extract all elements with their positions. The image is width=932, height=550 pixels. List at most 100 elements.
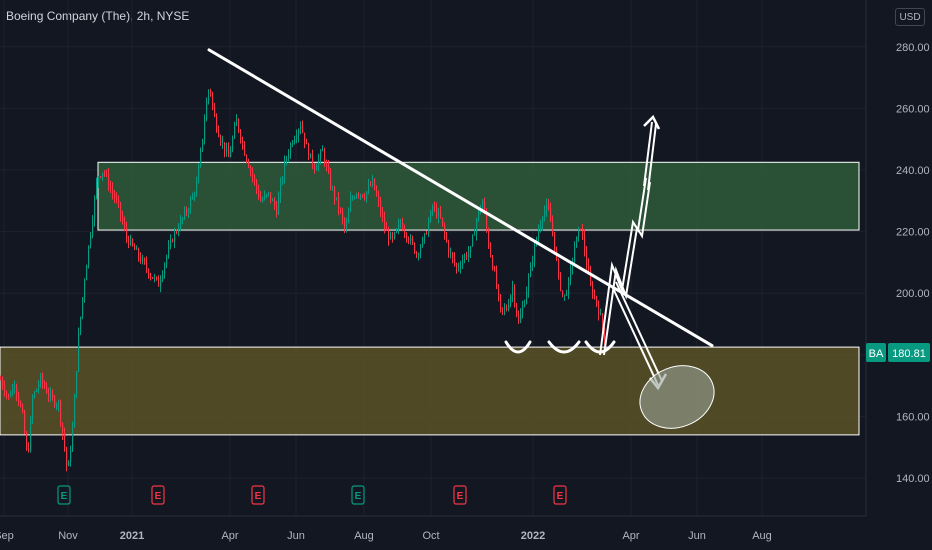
earnings-marker[interactable]: E	[553, 485, 567, 505]
y-tick-label: 200.00	[896, 288, 930, 300]
candle-body	[278, 196, 280, 215]
candle-body	[8, 394, 10, 397]
candle-body	[128, 238, 130, 245]
candle-body	[160, 280, 162, 287]
candle-body	[454, 257, 456, 264]
candle-body	[110, 186, 112, 189]
candle-body	[494, 268, 496, 271]
candle-body	[528, 276, 530, 292]
candle-body	[430, 210, 432, 222]
candle-body	[80, 316, 82, 334]
candle-body	[422, 238, 424, 247]
x-tick-label: Apr	[622, 530, 639, 542]
y-tick-label: 240.00	[896, 165, 930, 177]
candle-body	[566, 294, 568, 296]
candle-body	[478, 210, 480, 220]
candle-body	[400, 222, 402, 224]
x-tick-label: 2021	[120, 530, 144, 542]
candle-body	[38, 384, 40, 390]
candle-body	[416, 252, 418, 255]
candle-body	[550, 209, 552, 222]
candle-body	[554, 231, 556, 251]
candle-body	[328, 166, 330, 173]
candle-body	[570, 267, 572, 280]
candle-body	[414, 243, 416, 253]
candle-body	[102, 172, 104, 177]
candle-body	[108, 174, 110, 187]
candle-body	[174, 231, 176, 242]
earnings-marker[interactable]: E	[57, 485, 71, 505]
candle-body	[40, 375, 42, 385]
candle-body	[276, 206, 278, 215]
price-value: 180.81	[892, 348, 926, 360]
candle-body	[360, 194, 362, 196]
candle-body	[226, 148, 228, 152]
earnings-marker[interactable]: E	[351, 485, 365, 505]
candle-body	[210, 90, 212, 94]
candle-body	[298, 129, 300, 137]
y-tick-label: 280.00	[896, 42, 930, 54]
candle-body	[306, 143, 308, 145]
candle-body	[542, 217, 544, 225]
earnings-marker[interactable]: E	[251, 485, 265, 505]
candle-body	[444, 224, 446, 234]
candle-body	[82, 297, 84, 317]
candle-body	[568, 279, 570, 295]
candle-body	[256, 180, 258, 189]
earnings-marker-box	[57, 485, 71, 505]
candle-body	[4, 386, 6, 393]
candle-body	[374, 178, 376, 190]
candle-body	[468, 252, 470, 258]
trendline[interactable]	[207, 48, 714, 348]
candle-body	[366, 191, 368, 199]
candle-body	[560, 273, 562, 291]
candle-body	[34, 391, 36, 397]
candle-body	[586, 251, 588, 265]
candle-body	[472, 235, 474, 247]
candle-body	[426, 233, 428, 235]
earnings-marker[interactable]: E	[453, 485, 467, 505]
candle-body	[424, 233, 426, 239]
candle-body	[324, 149, 326, 164]
candle-body	[262, 199, 264, 202]
candle-body	[356, 193, 358, 198]
candle-body	[242, 140, 244, 144]
candle-body	[240, 130, 242, 141]
candle-body	[282, 177, 284, 183]
candle-body	[604, 327, 606, 340]
candle-body	[384, 217, 386, 229]
candle-body	[272, 200, 274, 202]
candle-body	[230, 150, 232, 158]
candle-body	[126, 227, 128, 239]
candle-body	[170, 239, 172, 247]
candle-body	[350, 198, 352, 212]
x-tick-label: Oct	[422, 530, 439, 542]
candle-body	[148, 269, 150, 276]
bullish-path	[599, 121, 653, 356]
candle-body	[382, 213, 384, 218]
candle-body	[106, 173, 108, 175]
candle-body	[320, 151, 322, 159]
candle-body	[86, 265, 88, 281]
candle-body	[500, 294, 502, 308]
candle-body	[166, 256, 168, 264]
candle-body	[124, 221, 126, 228]
y-tick-label: 220.00	[896, 227, 930, 239]
candle-body	[266, 194, 268, 196]
candle-body	[420, 246, 422, 254]
candle-body	[66, 447, 68, 466]
candle-body	[332, 188, 334, 190]
candle-body	[58, 401, 60, 406]
candle-body	[510, 295, 512, 306]
candle-body	[452, 252, 454, 258]
candle-body	[304, 132, 306, 144]
earnings-marker[interactable]: E	[151, 485, 165, 505]
candle-body	[164, 263, 166, 274]
candle-body	[522, 306, 524, 315]
candle-body	[474, 234, 476, 236]
candle-body	[514, 286, 516, 304]
currency-button[interactable]: USD	[895, 8, 925, 26]
